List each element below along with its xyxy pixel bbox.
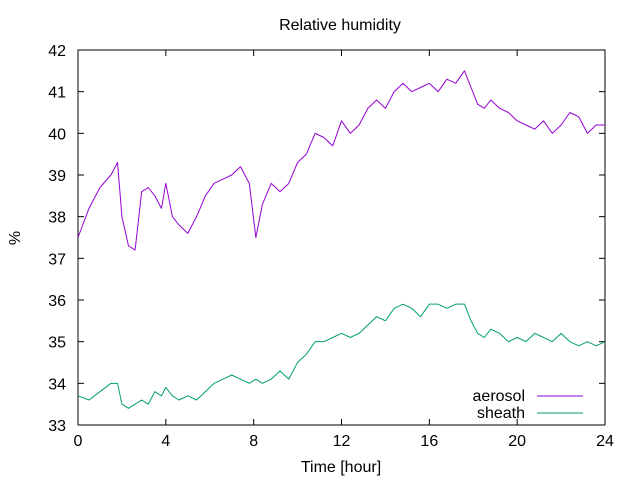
series-line-aerosol (77, 70, 605, 251)
x-tick-label: 0 (74, 433, 83, 450)
y-axis: 33 34 35 36 37 38 39 40 41 42 (48, 43, 605, 435)
x-tick-label: 4 (161, 433, 170, 450)
y-tick-label: 36 (48, 293, 66, 310)
series-layer (77, 70, 606, 409)
y-tick-label: 40 (48, 126, 66, 143)
y-tick-label: 35 (48, 335, 66, 352)
y-tick-label: 37 (48, 251, 66, 268)
plot-frame (77, 49, 606, 426)
legend: aerosol sheath (473, 388, 583, 422)
legend-label-sheath: sheath (477, 405, 525, 422)
x-axis: 0 4 8 12 16 20 24 (74, 50, 614, 450)
y-tick-label: 41 (48, 85, 66, 102)
legend-label-aerosol: aerosol (473, 388, 525, 405)
y-tick-label: 34 (48, 376, 66, 393)
y-tick-label: 42 (48, 43, 66, 60)
series-line-sheath (77, 303, 606, 409)
y-axis-label: % (7, 231, 24, 245)
x-tick-label: 12 (333, 433, 351, 450)
x-tick-label: 20 (508, 433, 526, 450)
chart-title: Relative humidity (279, 17, 401, 34)
y-tick-label: 39 (48, 168, 66, 185)
x-tick-label: 24 (596, 433, 614, 450)
x-axis-label: Time [hour] (301, 459, 381, 476)
x-tick-label: 16 (420, 433, 438, 450)
y-tick-label: 38 (48, 210, 66, 227)
x-tick-label: 8 (249, 433, 258, 450)
y-tick-label: 33 (48, 418, 66, 435)
